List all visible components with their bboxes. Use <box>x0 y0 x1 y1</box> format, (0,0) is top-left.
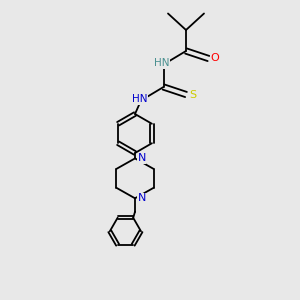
Text: S: S <box>189 89 196 100</box>
Text: HN: HN <box>154 58 170 68</box>
Text: N: N <box>137 153 146 164</box>
Text: O: O <box>211 53 220 64</box>
Text: HN: HN <box>132 94 147 104</box>
Text: N: N <box>137 193 146 203</box>
